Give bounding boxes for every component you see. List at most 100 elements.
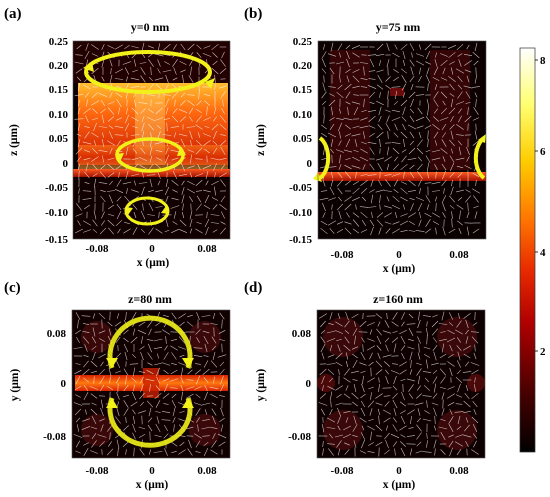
field-vector [351,392,359,400]
field-vector [164,118,170,120]
field-vector [148,227,154,235]
field-vector [203,45,211,49]
field-vector [155,411,161,413]
field-vector [149,178,153,188]
field-vector [411,52,413,58]
field-vector [100,164,106,170]
field-vector [85,115,89,123]
field-vector [138,426,146,430]
y-tick-label: 0 [63,158,69,170]
field-vector [426,433,428,439]
field-vector [400,441,406,447]
field-vector [171,312,177,320]
y-tick-label: 0.15 [293,84,313,96]
field-vector [354,335,356,345]
field-vector [181,367,183,377]
field-vector [400,447,406,457]
field-vector [386,312,388,320]
field-vector [449,367,453,377]
field-vector [133,416,135,424]
field-vector [462,345,472,351]
field-vector [203,447,209,457]
field-vector [100,407,104,417]
field-vector [115,92,123,98]
panel-title-b: y=75 nm [376,20,421,34]
field-vector [179,61,187,65]
field-vector [123,329,129,335]
field-vector [125,449,127,455]
panel-a: (a) y=0 nm 0.25 0.20 [4,6,231,269]
field-vector [205,180,209,186]
field-vector [203,117,211,121]
y-axis-label-c: y (μm) [9,369,21,402]
field-vector [145,378,155,382]
field-vector [403,171,405,179]
field-vector [464,393,470,399]
field-vector [92,229,98,233]
field-vector [377,124,383,130]
vector-field-d [318,311,480,457]
field-vector [417,375,421,385]
field-vector [448,424,454,432]
field-vector [203,441,209,447]
field-vector [352,181,360,185]
field-vector [352,328,358,336]
field-vector [434,196,438,202]
field-vector [409,351,413,361]
field-vector [139,448,145,456]
baseline-band-a [73,169,230,177]
field-vector [368,91,376,99]
field-vector [375,189,385,193]
field-vector [426,98,430,108]
field-vector [180,100,186,106]
field-vector [432,314,438,318]
field-vector [148,328,152,336]
field-vector [141,186,145,196]
field-vector [370,431,372,441]
field-vector [73,347,83,349]
field-vector [377,408,381,416]
field-vector [221,211,225,219]
field-vector [343,393,351,399]
field-vector [153,338,163,342]
field-vector [164,61,170,65]
field-vector [155,117,163,121]
field-vector [418,311,420,321]
baseline-band-b [318,172,486,181]
field-vector [91,117,99,121]
field-vector [219,115,227,123]
field-vector [101,44,105,50]
field-vector [125,76,129,82]
field-vector [189,228,193,234]
field-vector [368,115,376,123]
field-vector [409,115,415,123]
field-vector [173,44,177,50]
field-vector [220,134,226,136]
field-vector [214,74,216,84]
field-vector [171,451,177,453]
field-vector [100,189,106,193]
field-vector [198,90,200,100]
field-vector [473,352,477,360]
field-vector [222,99,224,107]
field-vector [165,147,169,155]
field-vector [154,434,162,438]
field-vector [328,322,334,326]
field-vector [406,378,416,382]
field-vector [432,77,440,81]
field-vector [422,371,432,373]
field-vector [114,321,122,327]
y-tick-label: -0.10 [289,207,312,219]
field-vector [426,335,428,345]
field-vector [194,433,202,439]
field-vector [338,448,340,456]
field-vector [393,189,399,193]
field-vector [195,147,203,155]
field-vector [466,211,470,219]
field-vector [109,432,111,440]
field-vector [181,211,185,219]
field-vector [400,43,408,51]
field-vector [203,94,211,96]
field-vector [205,170,209,180]
field-vector [336,221,344,225]
